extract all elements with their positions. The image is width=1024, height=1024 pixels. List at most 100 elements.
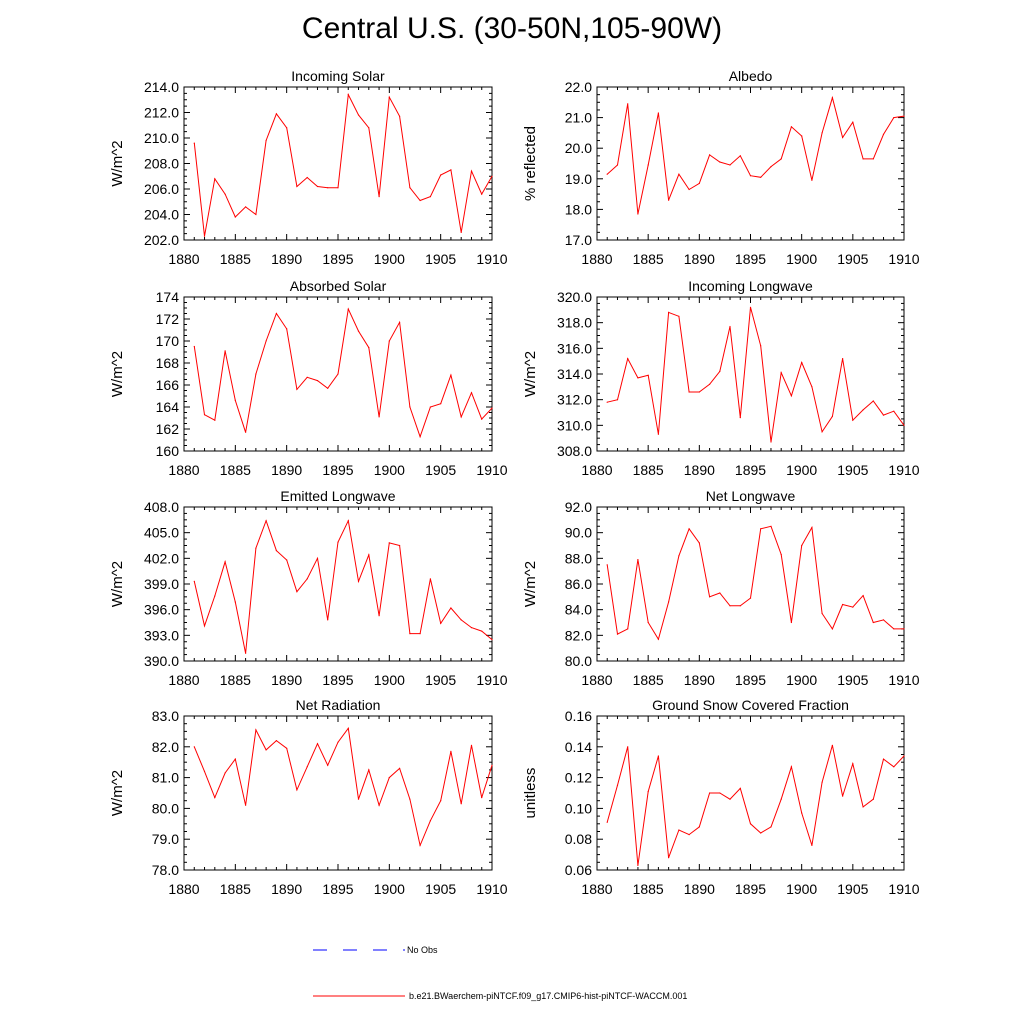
data-point	[275, 740, 277, 742]
data-point	[193, 142, 195, 144]
data-point	[368, 127, 370, 129]
data-point	[739, 787, 741, 790]
data-point	[821, 431, 823, 433]
data-point	[606, 173, 608, 175]
data-point	[688, 528, 690, 530]
data-point	[842, 603, 844, 606]
x-tick-label: 1880	[168, 251, 199, 267]
data-point	[627, 628, 629, 630]
y-tick-label: 82.0	[565, 627, 592, 643]
y-axis-label: W/m^2	[109, 140, 126, 186]
data-point	[327, 619, 329, 621]
y-tick-label: 0.06	[565, 862, 592, 878]
data-point	[460, 619, 462, 621]
data-point	[275, 550, 277, 552]
data-point	[460, 803, 462, 805]
y-tick-label: 164	[156, 399, 180, 415]
series-line	[193, 727, 493, 848]
x-tick-label: 1890	[684, 251, 715, 267]
data-point	[296, 388, 298, 390]
data-point	[368, 554, 370, 556]
data-point	[327, 764, 329, 766]
x-tick-label: 1885	[220, 881, 251, 897]
data-point	[862, 409, 864, 411]
y-tick-label: 405.0	[144, 525, 179, 541]
data-point	[811, 386, 813, 388]
data-point	[821, 612, 823, 615]
y-tick-label: 308.0	[557, 443, 592, 459]
x-tick-label: 1910	[888, 672, 919, 688]
data-point	[627, 103, 629, 105]
data-point	[481, 797, 483, 799]
data-point	[481, 630, 483, 632]
x-tick-label: 1905	[837, 881, 868, 897]
data-point	[460, 416, 462, 418]
y-tick-label: 172	[156, 311, 180, 327]
x-tick-label: 1880	[168, 881, 199, 897]
data-point	[409, 187, 411, 189]
data-point	[265, 520, 267, 522]
data-point	[491, 407, 493, 409]
data-point	[234, 758, 236, 760]
data-point	[780, 553, 782, 556]
data-point	[790, 395, 793, 397]
data-point	[419, 633, 421, 635]
data-point	[657, 638, 660, 640]
data-point	[709, 383, 711, 385]
data-point	[657, 755, 660, 757]
data-point	[491, 764, 493, 766]
data-point	[719, 370, 721, 372]
data-point	[275, 312, 277, 315]
data-point	[265, 340, 267, 342]
data-point	[790, 126, 793, 128]
y-tick-label: 310.0	[557, 417, 592, 433]
y-tick-label: 168	[156, 355, 180, 371]
y-tick-label: 162	[156, 421, 180, 437]
legend-model-label: b.e21.BWaerchem-piNTCF.f09_g17.CMIP6-his…	[409, 991, 687, 1001]
data-point	[491, 175, 493, 177]
data-point	[327, 187, 329, 189]
y-tick-label: 206.0	[144, 181, 179, 197]
data-point	[668, 311, 670, 313]
x-tick-label: 1910	[888, 881, 919, 897]
panel-title: Albedo	[729, 68, 773, 84]
y-tick-label: 390.0	[144, 653, 179, 669]
panel-4: Emitted Longwave W/m^2 390.0 393.0 396.0 399.…	[109, 488, 508, 688]
data-point	[306, 578, 308, 580]
panel-title: Net Longwave	[706, 488, 796, 504]
panel-title: Emitted Longwave	[280, 488, 395, 504]
data-point	[668, 199, 670, 201]
x-tick-label: 1880	[581, 672, 612, 688]
data-point	[678, 315, 680, 317]
y-tick-label: 90.0	[565, 525, 592, 541]
y-tick-label: 208.0	[144, 156, 179, 172]
data-point	[719, 592, 721, 594]
data-point	[709, 792, 711, 794]
y-tick-label: 80.0	[152, 800, 179, 816]
data-point	[749, 306, 752, 308]
data-point	[306, 766, 308, 768]
data-point	[698, 542, 700, 544]
data-point	[770, 441, 772, 443]
data-point	[811, 179, 813, 181]
panel-3: Incoming Longwave W/m^2 308.0 310.0 312.0 314…	[522, 278, 920, 478]
data-point	[821, 132, 823, 134]
data-point	[903, 424, 905, 426]
data-point	[872, 400, 874, 402]
y-tick-label: 170	[156, 333, 180, 349]
x-tick-label: 1880	[168, 672, 199, 688]
data-point	[760, 176, 762, 178]
x-tick-label: 1890	[271, 881, 302, 897]
data-point	[399, 115, 401, 117]
data-point	[450, 607, 452, 609]
data-point	[429, 820, 431, 822]
y-tick-label: 79.0	[152, 831, 179, 847]
data-point	[842, 136, 844, 139]
data-point	[357, 798, 360, 800]
data-point	[245, 804, 247, 806]
data-point	[296, 185, 298, 188]
data-point	[491, 639, 493, 641]
data-point	[606, 821, 608, 823]
x-tick-label: 1900	[374, 251, 405, 267]
data-point	[647, 164, 649, 166]
